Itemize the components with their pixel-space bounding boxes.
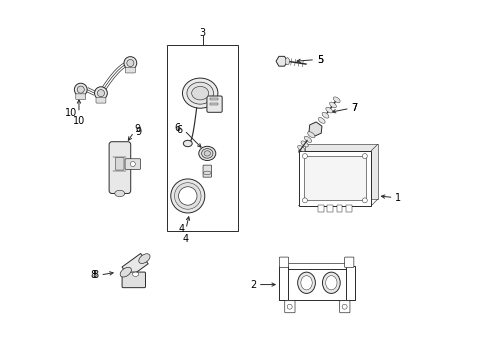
FancyBboxPatch shape bbox=[96, 98, 106, 103]
Text: 5: 5 bbox=[317, 55, 323, 65]
Text: 1: 1 bbox=[394, 193, 401, 203]
Ellipse shape bbox=[186, 82, 213, 104]
FancyBboxPatch shape bbox=[76, 94, 85, 100]
FancyBboxPatch shape bbox=[344, 257, 353, 267]
FancyBboxPatch shape bbox=[203, 165, 211, 177]
Bar bbox=[305, 144, 377, 199]
Ellipse shape bbox=[300, 276, 311, 290]
Bar bbox=[279, 266, 287, 300]
Bar bbox=[279, 270, 355, 300]
Ellipse shape bbox=[183, 140, 192, 147]
Ellipse shape bbox=[297, 145, 305, 152]
FancyBboxPatch shape bbox=[125, 67, 135, 73]
Circle shape bbox=[362, 154, 366, 158]
Bar bbox=[298, 151, 370, 206]
Ellipse shape bbox=[304, 136, 311, 143]
Circle shape bbox=[126, 59, 134, 67]
FancyBboxPatch shape bbox=[279, 257, 288, 267]
Text: 8: 8 bbox=[90, 270, 97, 280]
Ellipse shape bbox=[139, 254, 150, 264]
Bar bbox=[317, 205, 323, 212]
Text: 9: 9 bbox=[134, 124, 141, 134]
Text: 6: 6 bbox=[176, 125, 182, 135]
FancyBboxPatch shape bbox=[206, 96, 222, 112]
Text: 7: 7 bbox=[351, 103, 357, 113]
Ellipse shape bbox=[322, 112, 328, 118]
Bar bbox=[346, 266, 355, 300]
Ellipse shape bbox=[201, 149, 212, 158]
Text: 10: 10 bbox=[73, 116, 85, 126]
Circle shape bbox=[286, 304, 291, 309]
Bar bbox=[210, 98, 218, 100]
Circle shape bbox=[174, 183, 201, 209]
Circle shape bbox=[302, 154, 307, 158]
Ellipse shape bbox=[191, 86, 208, 100]
Ellipse shape bbox=[301, 141, 307, 147]
FancyBboxPatch shape bbox=[109, 142, 130, 193]
Bar bbox=[336, 205, 342, 212]
Text: 3: 3 bbox=[199, 28, 205, 38]
Circle shape bbox=[74, 83, 87, 96]
FancyBboxPatch shape bbox=[115, 157, 124, 170]
Text: 2: 2 bbox=[249, 280, 256, 289]
Bar bbox=[327, 205, 332, 212]
Ellipse shape bbox=[285, 58, 289, 65]
Ellipse shape bbox=[307, 132, 314, 138]
Ellipse shape bbox=[198, 146, 215, 161]
Ellipse shape bbox=[115, 190, 124, 197]
Ellipse shape bbox=[318, 118, 325, 123]
FancyBboxPatch shape bbox=[284, 301, 294, 313]
Ellipse shape bbox=[325, 276, 336, 290]
Text: 6: 6 bbox=[174, 123, 181, 133]
FancyBboxPatch shape bbox=[125, 159, 141, 169]
Bar bbox=[210, 103, 218, 105]
Circle shape bbox=[124, 57, 137, 69]
Ellipse shape bbox=[120, 267, 131, 277]
Circle shape bbox=[170, 179, 204, 213]
Ellipse shape bbox=[132, 272, 139, 276]
Text: 10: 10 bbox=[65, 108, 77, 118]
Ellipse shape bbox=[203, 151, 210, 156]
Circle shape bbox=[94, 87, 107, 100]
FancyBboxPatch shape bbox=[122, 272, 145, 288]
Bar bbox=[346, 205, 351, 212]
Ellipse shape bbox=[130, 162, 135, 167]
Bar bbox=[167, 45, 238, 231]
Text: 5: 5 bbox=[316, 55, 323, 65]
Circle shape bbox=[77, 86, 84, 93]
Ellipse shape bbox=[329, 102, 336, 108]
Ellipse shape bbox=[182, 78, 218, 108]
Text: 4: 4 bbox=[178, 224, 184, 234]
Circle shape bbox=[97, 90, 104, 97]
Polygon shape bbox=[122, 253, 148, 277]
Circle shape bbox=[178, 187, 197, 205]
Circle shape bbox=[302, 198, 307, 203]
Text: 4: 4 bbox=[183, 234, 189, 243]
Text: 7: 7 bbox=[351, 103, 357, 113]
Ellipse shape bbox=[203, 171, 211, 175]
FancyBboxPatch shape bbox=[339, 301, 349, 313]
Bar bbox=[303, 156, 365, 201]
Ellipse shape bbox=[325, 107, 332, 113]
Text: 9: 9 bbox=[135, 127, 142, 137]
Text: 8: 8 bbox=[92, 270, 98, 280]
Circle shape bbox=[342, 304, 346, 309]
Circle shape bbox=[362, 198, 366, 203]
Ellipse shape bbox=[297, 272, 315, 293]
Ellipse shape bbox=[333, 97, 340, 103]
Ellipse shape bbox=[322, 272, 340, 293]
